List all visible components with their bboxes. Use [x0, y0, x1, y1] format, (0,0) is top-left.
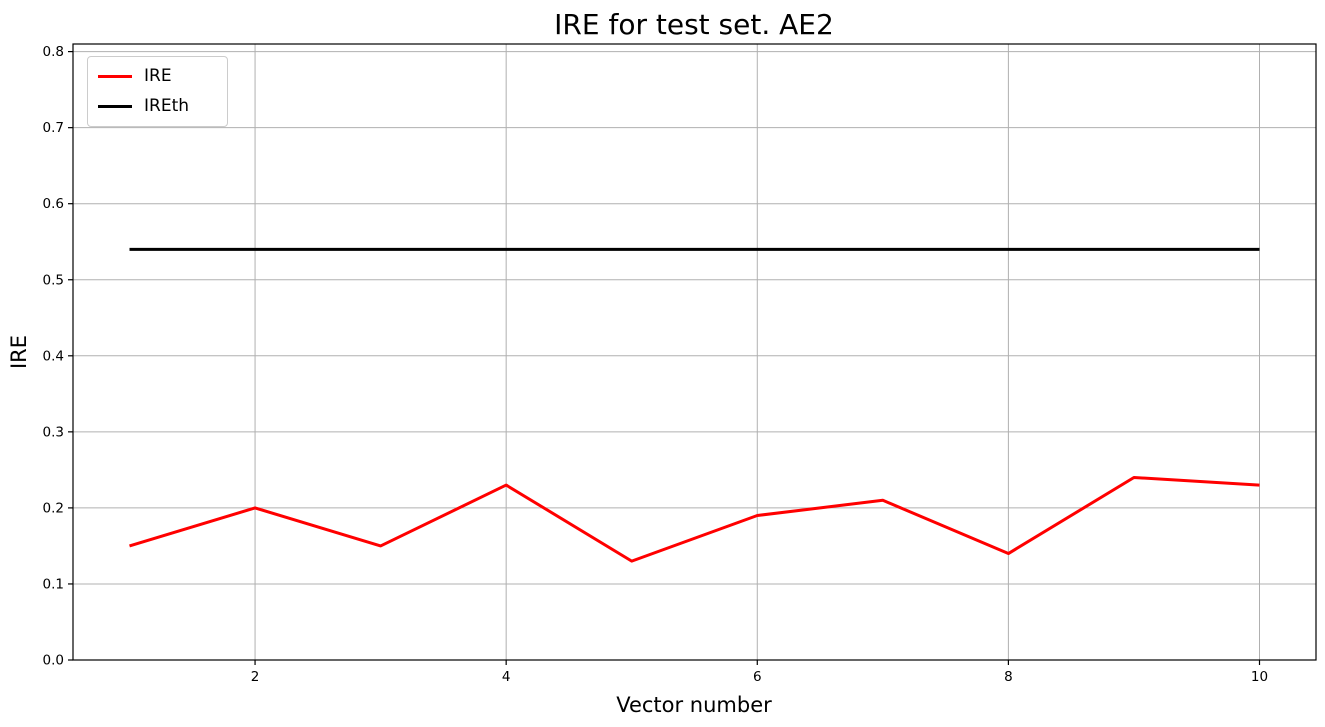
- x-tick-label: 10: [1251, 669, 1268, 685]
- tick-marks: [68, 51, 1261, 665]
- x-tick-label: 2: [251, 669, 260, 685]
- y-tick-label: 0.0: [43, 653, 64, 669]
- series-lines: [129, 247, 1260, 563]
- series-line-ire: [129, 475, 1260, 563]
- y-tick-label: 0.3: [43, 424, 64, 440]
- x-axis-label: Vector number: [616, 693, 772, 717]
- y-tick-label: 0.2: [43, 500, 64, 516]
- legend-line-swatch: [98, 74, 132, 78]
- tick-labels: 2 4 6 8 10 0.0 0.1 0.2 0.3 0.4 0.5 0.6 0.7 0.8: [43, 44, 1269, 685]
- x-tick-label: 4: [502, 669, 511, 685]
- legend-line-swatch: [98, 105, 132, 109]
- y-tick-label: 0.1: [43, 576, 64, 592]
- legend-label: IREth: [144, 96, 190, 117]
- y-tick-label: 0.8: [43, 44, 64, 60]
- y-tick-label: 0.6: [43, 196, 64, 212]
- y-axis-label: IRE: [7, 335, 31, 369]
- legend-label: IRE: [144, 66, 172, 86]
- gridlines: [73, 44, 1316, 661]
- y-tick-label: 0.5: [43, 272, 64, 288]
- legend-entry: IREth: [98, 96, 215, 116]
- y-tick-label: 0.4: [43, 348, 64, 364]
- legend: IRE IREth: [87, 56, 228, 127]
- x-tick-label: 8: [1004, 669, 1013, 685]
- legend-entry: IRE: [98, 66, 215, 86]
- plot-border: [72, 43, 1317, 661]
- x-tick-label: 6: [753, 669, 762, 685]
- y-tick-label: 0.7: [43, 120, 64, 136]
- chart-title: IRE for test set. AE2: [554, 8, 834, 41]
